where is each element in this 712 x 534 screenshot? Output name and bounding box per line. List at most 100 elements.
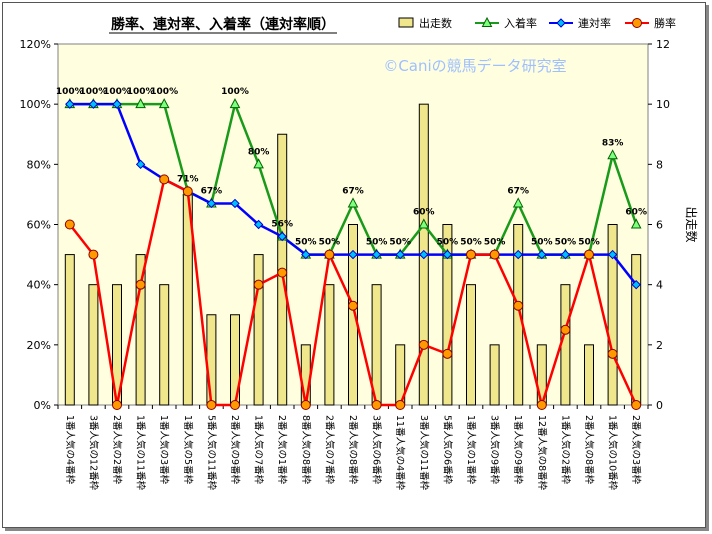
win-rate-point — [135, 279, 146, 290]
x-tick-label: 5番人気の6番枠 — [441, 415, 453, 485]
data-label: 50% — [295, 238, 317, 248]
place-rate-point — [371, 249, 382, 260]
data-label: 56% — [271, 220, 293, 230]
data-label: 67% — [342, 186, 364, 196]
place-rate-point — [442, 249, 453, 260]
right-tick-label: 10 — [656, 98, 670, 111]
x-tick-label: 3番人気の6番枠 — [371, 415, 383, 485]
right-tick-label: 12 — [656, 38, 670, 51]
x-tick-label: 2番人気の9番枠 — [229, 415, 241, 485]
x-tick-label: 2番人気の7番枠 — [323, 415, 335, 485]
left-tick-label: 40% — [27, 279, 51, 292]
entry-rate-point — [229, 98, 241, 109]
x-tick-label: 3番人気の9番枠 — [489, 415, 501, 485]
data-label: 100% — [127, 87, 155, 97]
place-rate-point — [419, 249, 429, 260]
bar-17 — [442, 224, 453, 406]
bar-18 — [466, 284, 476, 406]
place-rate-point — [65, 99, 75, 109]
place-rate-point — [560, 249, 571, 260]
win-rate-point — [112, 400, 122, 410]
place-rate-point — [395, 249, 405, 260]
data-label: 80% — [248, 147, 270, 157]
x-tick-label: 1番人気の4番枠 — [64, 415, 76, 485]
x-tick-label: 3番人気の12番枠 — [87, 415, 99, 491]
x-tick-label: 1番人気の7番枠 — [253, 415, 265, 485]
x-tick-label: 1番人気の1番枠 — [465, 415, 477, 485]
win-rate-point — [560, 324, 571, 335]
data-label: 83% — [602, 138, 624, 148]
bar-24 — [607, 224, 618, 406]
win-rate-point — [206, 400, 217, 410]
place-rate-point — [537, 249, 547, 260]
win-rate-point — [418, 339, 429, 350]
bar-1 — [64, 254, 75, 406]
win-rate-point — [277, 267, 288, 278]
win-rate-point — [88, 249, 99, 260]
place-rate-point — [112, 99, 122, 109]
entry-rate-point — [347, 197, 359, 208]
place-rate-point — [88, 99, 99, 109]
win-rate-point — [182, 186, 193, 197]
data-label: 67% — [201, 186, 223, 196]
win-rate-point — [253, 279, 264, 290]
win-rate-point — [300, 400, 311, 410]
win-rate-point — [536, 400, 547, 410]
legend-marker — [632, 18, 642, 28]
entry-rate-point — [512, 197, 524, 208]
bar-7 — [206, 314, 217, 406]
data-label: 67% — [507, 186, 529, 196]
entry-rate-point — [135, 98, 146, 109]
data-label: 50% — [319, 238, 341, 248]
bar-25 — [631, 254, 642, 406]
x-tick-label: 2番人気の2番枠 — [111, 415, 123, 485]
x-tick-label: 1番人気の11番枠 — [135, 415, 147, 491]
win-rate-point — [489, 249, 500, 260]
data-label: 50% — [531, 238, 553, 248]
data-label: 50% — [555, 238, 577, 248]
bar-11 — [300, 344, 311, 406]
left-tick-label: 0% — [34, 399, 51, 412]
win-rate-point — [395, 400, 406, 410]
data-label: 100% — [79, 87, 107, 97]
combo-chart: 0%20%40%60%80%100%120%024681012出走数100%10… — [20, 16, 699, 491]
win-rate-point — [442, 348, 453, 359]
data-label: 71% — [177, 174, 199, 184]
left-tick-label: 20% — [27, 339, 51, 352]
bar-12 — [324, 284, 335, 406]
data-label: 60% — [625, 208, 647, 218]
legend-label: 勝率 — [654, 16, 676, 30]
bar-19 — [489, 344, 500, 406]
place-rate-point — [631, 279, 641, 290]
place-rate-point — [206, 198, 217, 209]
entry-rate-point — [607, 149, 618, 160]
bar-2 — [88, 284, 99, 406]
x-tick-label: 2番人気の1番枠 — [276, 415, 288, 485]
left-tick-label: 120% — [20, 38, 51, 51]
data-label: 50% — [484, 238, 506, 248]
x-tick-label: 12番人気の8番枠 — [536, 415, 548, 491]
right-tick-label: 0 — [656, 399, 663, 412]
legend-label: 入着率 — [504, 16, 537, 30]
bar-20 — [513, 224, 524, 406]
x-tick-label: 1番人気の10番枠 — [607, 415, 619, 491]
win-rate-point — [324, 249, 335, 260]
win-rate-point — [230, 400, 240, 410]
legend-marker — [481, 16, 493, 27]
legend-label: 連対率 — [578, 16, 611, 30]
x-tick-label: 1番人気の2番枠 — [559, 415, 571, 485]
win-rate-point — [631, 400, 642, 410]
win-rate-point — [348, 300, 358, 311]
entry-rate-point — [630, 218, 642, 229]
x-tick-label: 3番人気の11番枠 — [418, 415, 430, 491]
x-tick-label: 2番人気の8番枠 — [347, 415, 359, 485]
data-label: 50% — [366, 238, 388, 248]
watermark-text: ©Caniの競馬データ研究室 — [383, 57, 566, 75]
entry-rate-point — [158, 98, 170, 109]
bar-5 — [159, 284, 170, 406]
chart-title: 勝率、連対率、入着率（連対率順） — [111, 16, 335, 33]
win-rate-point — [466, 249, 476, 260]
data-label: 100% — [150, 87, 178, 97]
x-tick-label: 2番人気の3番枠 — [630, 415, 642, 485]
right-tick-label: 4 — [656, 279, 663, 292]
